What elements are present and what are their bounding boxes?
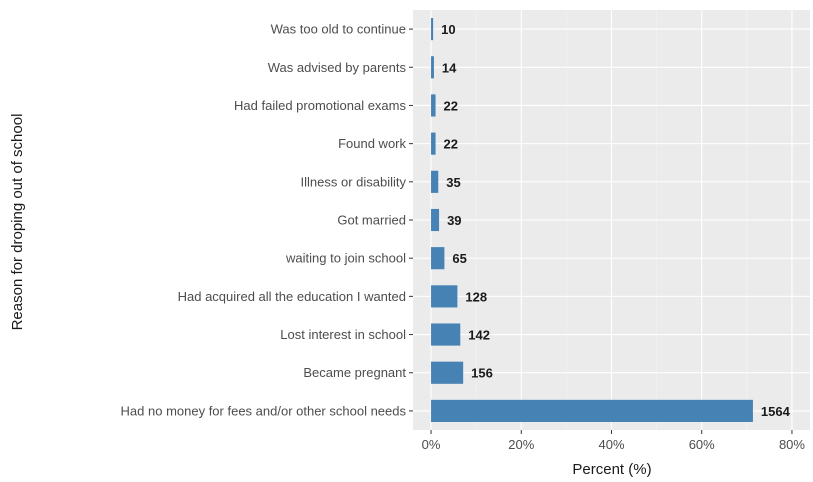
bar bbox=[431, 247, 445, 270]
y-tick-label: Had no money for fees and/or other schoo… bbox=[121, 403, 407, 418]
x-tick-label: 60% bbox=[689, 437, 715, 452]
y-tick-label: waiting to join school bbox=[285, 251, 406, 266]
y-tick-label: Lost interest in school bbox=[280, 327, 406, 342]
x-tick-label: 20% bbox=[508, 437, 534, 452]
bar bbox=[431, 399, 753, 422]
y-axis-title: Reason for droping out of school bbox=[9, 114, 26, 331]
bar bbox=[431, 132, 436, 155]
y-tick-label: Illness or disability bbox=[301, 174, 407, 189]
bar bbox=[431, 323, 461, 346]
bars bbox=[431, 18, 753, 422]
y-tick-label: Had acquired all the education I wanted bbox=[178, 289, 406, 304]
bar bbox=[431, 170, 439, 193]
data-label: 14 bbox=[442, 60, 457, 75]
y-tick-label: Became pregnant bbox=[303, 365, 406, 380]
y-axis: Was too old to continue Was advised by pa… bbox=[121, 22, 413, 418]
x-tick-label: 40% bbox=[598, 437, 624, 452]
bar bbox=[431, 18, 434, 41]
bar bbox=[431, 208, 440, 232]
y-tick-label: Was too old to continue bbox=[271, 22, 406, 37]
y-tick-label: Found work bbox=[338, 136, 406, 151]
data-label: 128 bbox=[465, 289, 487, 304]
data-label: 22 bbox=[444, 137, 458, 152]
data-label: 10 bbox=[441, 22, 455, 37]
x-axis: 0% 20% 40% 60% 80% bbox=[422, 430, 805, 452]
x-tick-label: 0% bbox=[422, 437, 441, 452]
y-tick-label: Got married bbox=[337, 213, 406, 228]
x-axis-title: Percent (%) bbox=[572, 461, 651, 478]
data-label: 39 bbox=[447, 213, 461, 228]
data-label: 156 bbox=[471, 366, 493, 381]
bar bbox=[431, 56, 434, 79]
bar bbox=[431, 285, 458, 308]
data-labels: 10 14 22 22 35 39 65 128 142 156 1564 bbox=[441, 22, 791, 419]
bar bbox=[431, 94, 436, 117]
data-label: 22 bbox=[444, 98, 458, 113]
bar bbox=[431, 361, 464, 384]
y-tick-label: Had failed promotional exams bbox=[234, 98, 406, 113]
x-tick-label: 80% bbox=[779, 437, 805, 452]
data-label: 1564 bbox=[761, 404, 791, 419]
data-label: 35 bbox=[446, 175, 460, 190]
data-label: 65 bbox=[452, 251, 466, 266]
y-tick-label: Was advised by parents bbox=[268, 60, 407, 75]
data-label: 142 bbox=[468, 328, 490, 343]
